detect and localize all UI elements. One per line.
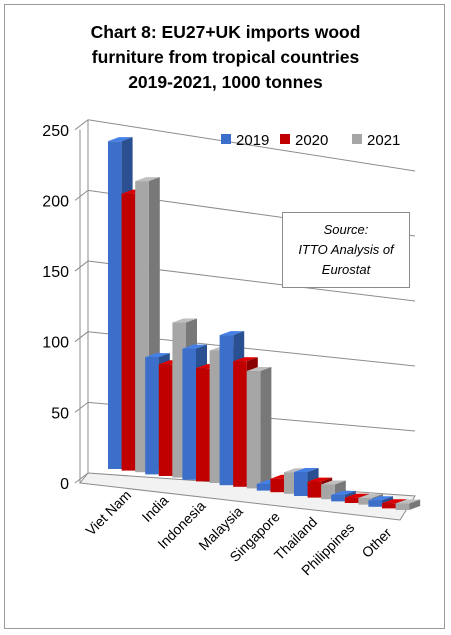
bar-top [246,367,272,372]
y-tick-label: 50 [51,405,69,422]
source-line-1: Source: [323,222,369,237]
chart-title-line-3: 2019-2021, 1000 tonnes [128,72,323,92]
gridline-side [74,401,89,413]
bar-top [135,177,160,182]
bar-top [368,496,393,501]
bar [158,364,173,476]
x-tick-label: India [139,492,172,525]
chart-title: Chart 8: EU27+UK imports wood furniture … [0,20,451,95]
chart-title-line-1: Chart 8: EU27+UK imports wood [90,22,361,42]
bar-top [358,494,383,499]
bar [395,503,410,510]
bar [331,494,345,502]
legend-swatch [221,134,231,144]
bar [358,498,372,505]
bar-top [344,493,370,498]
legend-label: 2020 [295,132,328,149]
x-tick-label: Other [358,524,394,560]
gridline-side [74,260,89,272]
gridline-side [74,119,89,131]
bar [382,503,396,509]
bar [233,361,247,487]
y-tick-label: 0 [60,476,69,493]
bar-top [395,499,421,504]
y-tick-label: 150 [42,264,69,281]
bar-top [321,480,346,485]
legend-label: 2021 [367,132,400,149]
y-tick-label: 200 [42,193,69,210]
bar-top [108,137,133,142]
bar-top [233,357,258,362]
bar-top [307,477,333,482]
bar [145,357,159,475]
bar [219,335,234,486]
bar-top [382,499,407,504]
bar-top [219,331,245,336]
gridline-side [74,190,89,201]
bar [256,483,271,491]
bar [344,497,359,503]
bar [108,141,122,469]
bar-top [172,318,197,323]
legend-swatch [280,134,290,144]
bar [121,193,136,471]
bar [294,472,308,496]
bar [196,368,210,482]
legend-label: 2019 [236,132,269,149]
gridline-side [74,472,89,484]
gridline [87,119,416,172]
bar [368,500,382,507]
bar-top [331,490,356,495]
x-tick-label: Viet Nam [82,487,134,539]
source-line-3: Eurostat [321,262,371,277]
source-annotation: Source: ITTO Analysis of Eurostat [282,212,410,288]
y-tick-label: 100 [42,335,69,352]
bar-top [294,468,319,473]
bar [307,481,322,498]
legend-swatch [352,134,362,144]
bar-top [182,344,207,349]
bar [182,348,196,480]
source-line-2: ITTO Analysis of [298,242,394,257]
bar-side [409,499,421,510]
bar-top [145,353,170,358]
chart-title-line-2: furniture from tropical countries [91,47,360,67]
bar-side [260,367,272,489]
bar [270,478,284,493]
gridline-side [74,331,89,343]
bar [246,371,261,489]
y-tick-label: 250 [42,123,69,140]
